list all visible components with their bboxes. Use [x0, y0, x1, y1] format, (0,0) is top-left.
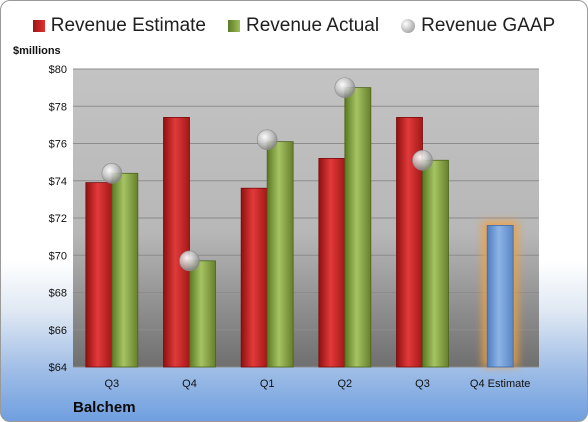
x-tick-label: Q4 [182, 378, 197, 390]
y-tick-label: $70 [49, 250, 67, 262]
x-tick-label: Q3 [415, 378, 430, 390]
y-tick-label: $66 [49, 325, 67, 337]
bar-estimate [318, 157, 346, 368]
legend: Revenue Estimate Revenue Actual Revenue … [1, 15, 587, 37]
legend-swatch-estimate [32, 20, 45, 32]
gridlines [73, 68, 539, 368]
x-tick-label: Q1 [260, 378, 275, 390]
y-tick-label: $76 [49, 139, 67, 151]
legend-label-actual: Revenue Actual [246, 15, 380, 36]
bar-actual [266, 141, 294, 368]
bar-actual [344, 87, 372, 368]
legend-swatch-gaap [401, 19, 416, 33]
y-tick-label: $80 [49, 64, 67, 76]
bar-estimate-forecast [486, 225, 514, 368]
bar-actual [189, 260, 216, 368]
gaap-marker [256, 129, 278, 151]
gaap-markers [101, 77, 433, 272]
x-tick-label: Q4 Estimate [470, 378, 531, 390]
x-tick-label: Q3 [104, 378, 119, 390]
legend-item-estimate: Revenue Estimate [32, 15, 206, 37]
bar-actual [111, 172, 139, 368]
y-tick-label: $64 [49, 362, 67, 374]
y-tick-label: $68 [49, 288, 67, 300]
y-tick-label: $72 [49, 213, 67, 225]
bar-estimate [240, 187, 268, 368]
legend-label-estimate: Revenue Estimate [50, 15, 206, 36]
bar-estimate [85, 182, 113, 368]
bar-actual [422, 159, 449, 368]
x-axis-ticks: Q3 Q4 Q1 Q2 Q3 Q4 Estimate [104, 378, 530, 390]
gaap-marker [334, 77, 356, 98]
gaap-marker [101, 163, 123, 184]
bars [85, 87, 519, 368]
legend-label-gaap: Revenue GAAP [421, 15, 556, 36]
gaap-marker [412, 149, 433, 171]
bar-estimate [163, 117, 190, 368]
x-tick-label: Q2 [337, 378, 352, 390]
gaap-marker [179, 250, 200, 272]
legend-swatch-actual [228, 20, 240, 32]
y-tick-label: $78 [49, 101, 67, 113]
y-axis-ticks: $64 $66 $68 $70 $72 $74 $76 $78 $80 [49, 64, 67, 374]
y-tick-label: $74 [49, 176, 67, 188]
y-axis-unit-label: $millions [13, 45, 61, 57]
legend-item-actual: Revenue Actual [228, 15, 379, 37]
legend-item-gaap: Revenue GAAP [401, 15, 555, 37]
company-name: Balchem [73, 399, 136, 416]
